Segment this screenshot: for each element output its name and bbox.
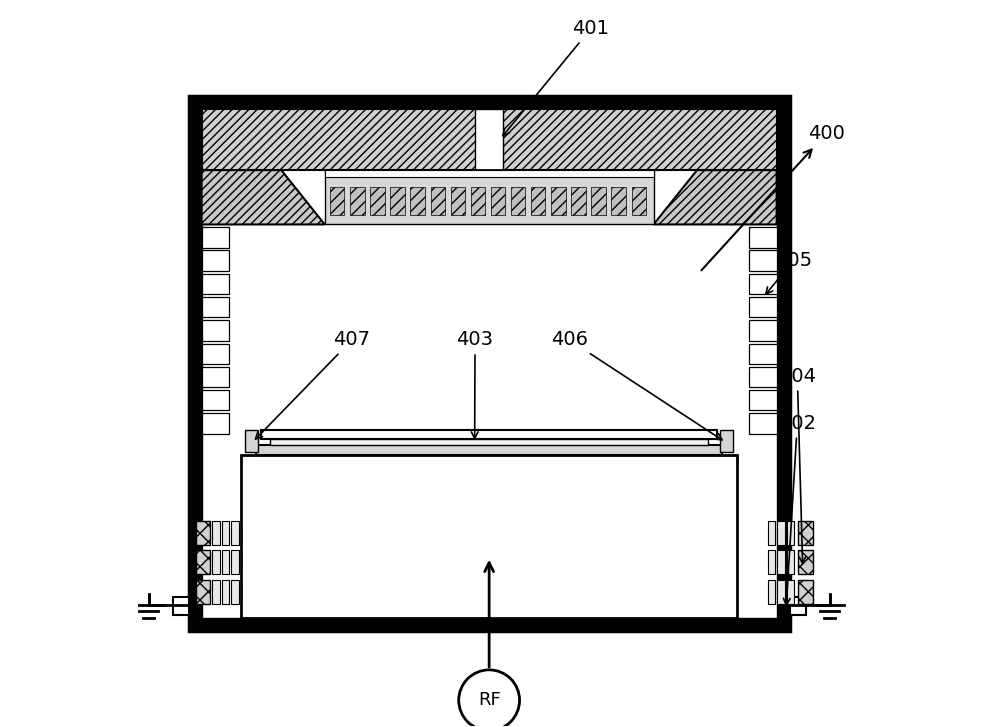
Bar	[202, 228, 229, 248]
Bar	[777, 521, 785, 545]
Circle shape	[459, 670, 520, 727]
Text: 401: 401	[503, 19, 609, 136]
Bar	[189, 619, 790, 632]
Bar	[261, 430, 717, 439]
Bar	[231, 580, 239, 604]
Bar	[256, 446, 722, 456]
Bar	[325, 170, 654, 225]
Bar	[231, 550, 239, 574]
Bar	[173, 597, 189, 615]
Bar	[798, 550, 813, 574]
Bar	[798, 580, 813, 604]
Bar	[196, 580, 210, 604]
Bar	[749, 251, 777, 271]
Bar	[720, 430, 733, 452]
Bar	[231, 521, 239, 545]
Polygon shape	[654, 170, 777, 225]
Bar	[202, 390, 229, 411]
Bar	[202, 367, 229, 387]
Text: 407: 407	[256, 330, 370, 439]
Bar	[749, 228, 777, 248]
Text: 400: 400	[701, 124, 845, 270]
Bar	[202, 251, 229, 271]
Bar	[798, 521, 813, 545]
Bar	[777, 580, 785, 604]
Bar	[768, 580, 775, 604]
Bar	[222, 580, 229, 604]
Bar	[787, 580, 794, 604]
Bar	[571, 187, 586, 215]
Bar	[475, 108, 503, 170]
Bar	[749, 297, 777, 318]
Bar	[551, 187, 566, 215]
Bar	[777, 95, 790, 632]
Bar	[189, 95, 202, 632]
Bar	[202, 297, 229, 318]
Bar	[222, 550, 229, 574]
Bar	[777, 550, 785, 574]
Text: 404: 404	[779, 366, 816, 563]
Bar	[212, 521, 220, 545]
Bar	[491, 187, 505, 215]
Bar	[325, 170, 654, 177]
Bar	[370, 187, 385, 215]
Bar	[189, 95, 790, 108]
Bar	[790, 597, 806, 615]
Bar	[196, 550, 210, 574]
Bar	[451, 187, 465, 215]
Text: 406: 406	[551, 330, 722, 440]
Bar	[212, 550, 220, 574]
Bar	[511, 187, 525, 215]
Bar	[196, 521, 210, 545]
Bar	[768, 521, 775, 545]
Bar	[431, 187, 445, 215]
Bar	[202, 344, 229, 364]
Bar	[245, 430, 258, 452]
Bar	[202, 321, 229, 341]
Bar	[350, 187, 365, 215]
Bar	[787, 550, 794, 574]
Bar	[749, 274, 777, 294]
Bar	[212, 580, 220, 604]
Bar	[202, 108, 777, 170]
Text: RF: RF	[478, 691, 501, 710]
Bar	[330, 187, 344, 215]
Bar	[202, 274, 229, 294]
Bar	[390, 187, 405, 215]
Bar	[591, 187, 606, 215]
Bar	[787, 521, 794, 545]
Bar	[241, 456, 737, 619]
Bar	[222, 521, 229, 545]
Bar	[531, 187, 545, 215]
Bar	[471, 187, 485, 215]
Bar	[749, 321, 777, 341]
Bar	[189, 95, 790, 632]
Bar	[202, 413, 229, 434]
Bar	[611, 187, 626, 215]
Bar	[749, 367, 777, 387]
Text: 405: 405	[766, 251, 812, 294]
Bar	[768, 550, 775, 574]
Bar	[632, 187, 646, 215]
Text: 402: 402	[779, 414, 816, 605]
Bar	[749, 413, 777, 434]
Bar	[202, 108, 777, 619]
Bar	[410, 187, 425, 215]
Text: 403: 403	[457, 330, 494, 438]
Bar	[749, 390, 777, 411]
Bar	[270, 439, 708, 446]
Polygon shape	[202, 170, 325, 225]
Bar	[749, 344, 777, 364]
